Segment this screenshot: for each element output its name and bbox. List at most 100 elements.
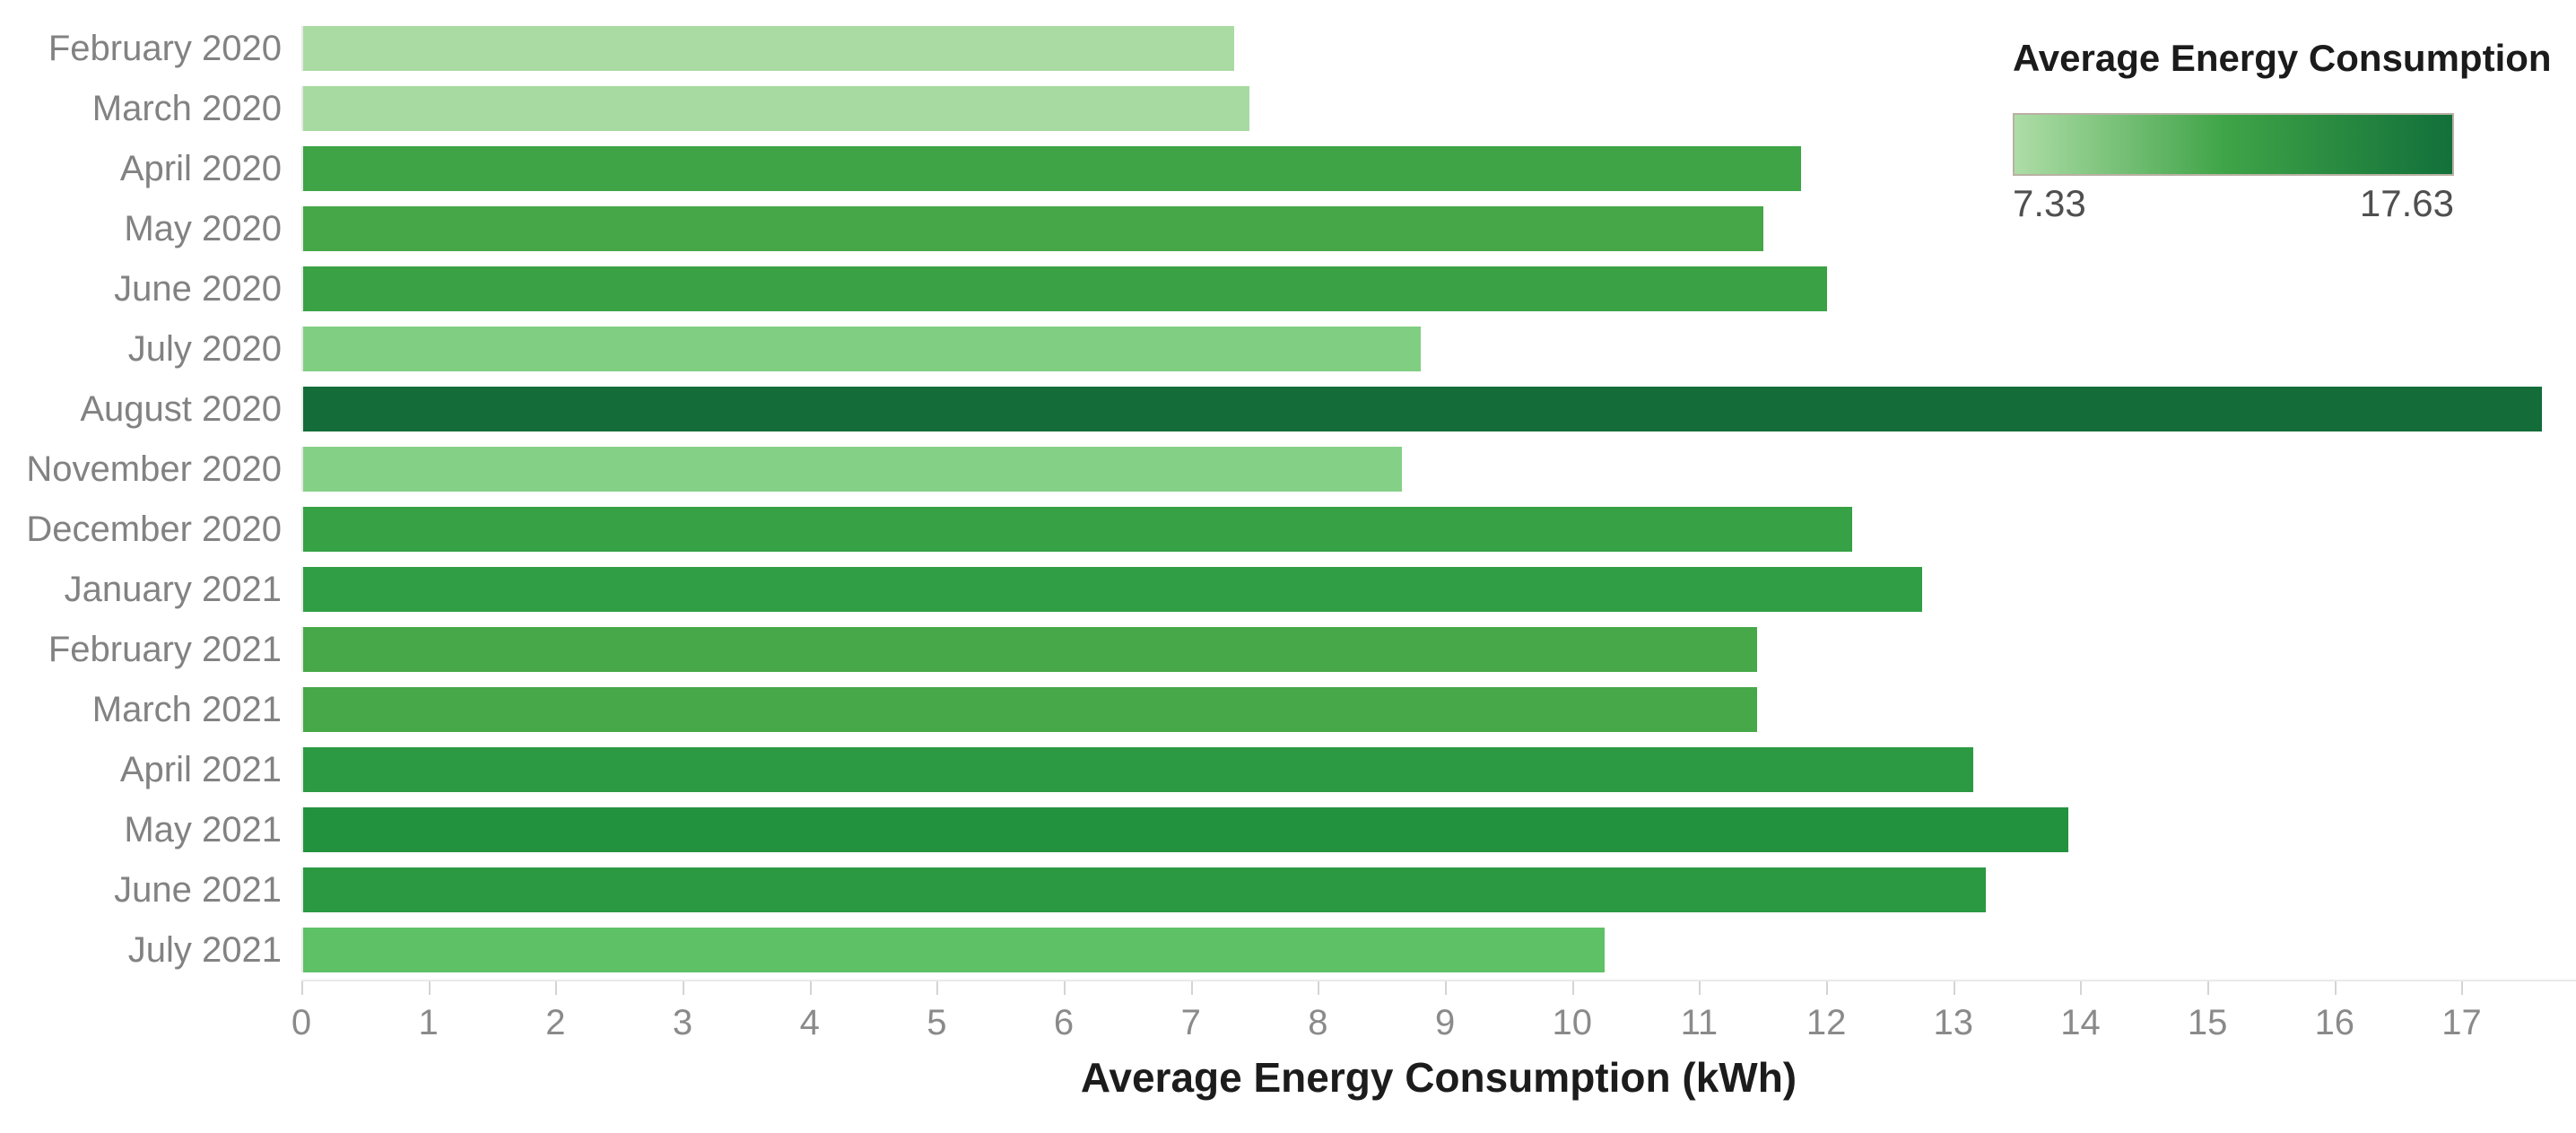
bar-track <box>301 145 2576 191</box>
x-tick <box>683 981 685 995</box>
x-tick <box>555 981 558 995</box>
category-label: February 2020 <box>48 28 282 68</box>
bar-track <box>301 566 2576 612</box>
x-tick <box>1318 981 1320 995</box>
legend-title: Average Energy Consumption <box>2013 37 2552 79</box>
bar-track <box>301 85 2576 131</box>
x-tick-label: 3 <box>672 1003 693 1042</box>
bar[interactable] <box>303 205 1763 251</box>
bar[interactable] <box>303 506 1853 552</box>
bar-track <box>301 506 2576 552</box>
category-label: June 2020 <box>114 268 282 309</box>
bar-row: April 2021 <box>0 739 2576 799</box>
bar-track <box>301 626 2576 672</box>
bar[interactable] <box>303 25 1234 71</box>
bar-row: July 2021 <box>0 919 2576 980</box>
x-tick-label: 0 <box>291 1003 312 1042</box>
bar-row: December 2020 <box>0 499 2576 559</box>
x-tick-label: 5 <box>927 1003 947 1042</box>
bar[interactable] <box>303 266 1827 311</box>
bar-track <box>301 326 2576 371</box>
category-label: June 2021 <box>114 869 282 910</box>
bar-track <box>301 446 2576 492</box>
x-tick <box>1953 981 1955 995</box>
x-axis: 0 1 2 3 4 5 6 7 8 9 10 11 12 13 14 15 16 17 <box>292 980 2576 1053</box>
bar-track <box>301 686 2576 732</box>
bar-row: January 2021 <box>0 559 2576 619</box>
category-label: January 2021 <box>64 569 282 609</box>
color-legend: Average Energy Consumption 7.33 17.63 <box>2013 37 2552 222</box>
x-tick <box>1826 981 1829 995</box>
x-tick <box>936 981 939 995</box>
category-label: November 2020 <box>26 449 282 489</box>
x-tick <box>1445 981 1448 995</box>
bar-track <box>301 927 2576 972</box>
bar[interactable] <box>303 446 1402 492</box>
category-label: December 2020 <box>26 509 282 549</box>
bar[interactable] <box>303 626 1757 672</box>
category-label: August 2020 <box>80 388 282 429</box>
x-tick <box>301 981 303 995</box>
category-label: July 2020 <box>127 328 282 369</box>
x-tick <box>1699 981 1701 995</box>
x-tick-label: 7 <box>1180 1003 1201 1042</box>
bar-row: February 2021 <box>0 619 2576 679</box>
x-tick-label: 17 <box>2441 1003 2482 1042</box>
x-tick <box>2080 981 2083 995</box>
bar[interactable] <box>303 686 1757 732</box>
bar-row: February 2020 <box>0 18 2576 78</box>
x-tick-label: 4 <box>799 1003 820 1042</box>
bar[interactable] <box>303 386 2542 431</box>
x-tick-label: 6 <box>1053 1003 1075 1042</box>
x-tick-label: 11 <box>1680 1003 1719 1042</box>
x-tick-label: 10 <box>1552 1003 1593 1042</box>
bar-row: August 2020 <box>0 379 2576 439</box>
plot-area: February 2020 March 2020 April 2020 May 202… <box>0 18 2576 980</box>
x-tick <box>2207 981 2210 995</box>
bar-row: March 2021 <box>0 679 2576 739</box>
x-tick-label: 16 <box>2314 1003 2355 1042</box>
bar-row: July 2020 <box>0 318 2576 379</box>
x-tick-label: 2 <box>545 1003 566 1042</box>
bar[interactable] <box>303 145 1802 191</box>
x-tick <box>428 981 431 995</box>
bar-row: June 2021 <box>0 859 2576 919</box>
category-label: March 2020 <box>91 88 282 128</box>
bar-row: March 2020 <box>0 78 2576 138</box>
bar-row: May 2021 <box>0 799 2576 859</box>
bar-track <box>301 746 2576 792</box>
legend-scale: 7.33 17.63 <box>2013 185 2454 222</box>
legend-gradient-bar <box>2013 113 2454 176</box>
bar-row: November 2020 <box>0 439 2576 499</box>
category-label: March 2021 <box>91 689 282 729</box>
category-label: July 2021 <box>127 929 282 970</box>
x-tick-label: 15 <box>2187 1003 2228 1042</box>
x-tick <box>2334 981 2337 995</box>
x-tick-label: 13 <box>1933 1003 1974 1042</box>
legend-min-value: 7.33 <box>2013 182 2086 224</box>
x-tick <box>809 981 812 995</box>
legend-max-value: 17.63 <box>2359 182 2454 224</box>
bar[interactable] <box>303 326 1421 371</box>
bar-track <box>301 867 2576 912</box>
x-tick-label: 14 <box>2060 1003 2101 1042</box>
bar-row: June 2020 <box>0 258 2576 318</box>
category-label: May 2021 <box>124 809 282 850</box>
bar[interactable] <box>303 927 1606 972</box>
bar[interactable] <box>303 867 1986 912</box>
bar-track <box>301 205 2576 251</box>
x-axis-title: Average Energy Consumption (kWh) <box>1080 1054 1797 1101</box>
bar-track <box>301 806 2576 852</box>
bar[interactable] <box>303 746 1973 792</box>
x-tick-label: 12 <box>1806 1003 1847 1042</box>
bar[interactable] <box>303 566 1922 612</box>
bar[interactable] <box>303 85 1249 131</box>
x-tick <box>1190 981 1193 995</box>
bar[interactable] <box>303 806 2068 852</box>
x-tick-label: 9 <box>1434 1003 1456 1042</box>
x-tick-label: 1 <box>418 1003 439 1042</box>
x-tick <box>1571 981 1574 995</box>
bar-row: May 2020 <box>0 198 2576 258</box>
category-label: April 2020 <box>119 148 282 188</box>
